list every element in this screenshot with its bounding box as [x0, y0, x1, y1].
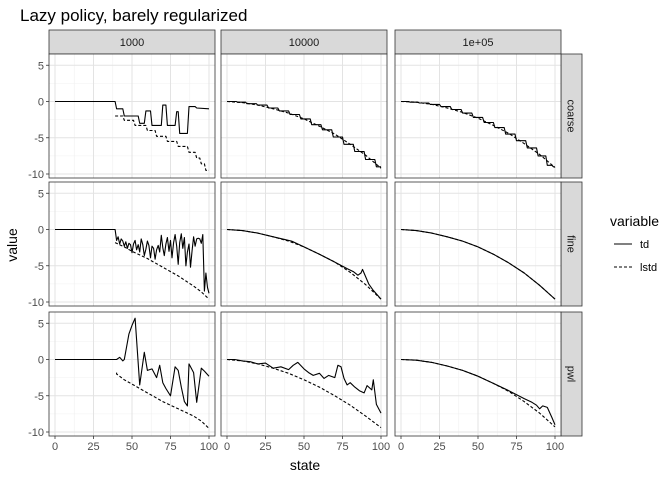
panel-coarse-1e+05	[394, 53, 562, 179]
facet-strip-col-bg	[220, 29, 388, 55]
y-tick-label: 0	[38, 355, 44, 367]
panel-border	[394, 53, 562, 179]
series-line-td	[55, 100, 210, 134]
facet-strip-col-label: 10000	[289, 37, 320, 49]
panel-fine-1000: 5 0 -5 -10	[28, 181, 216, 309]
facet-strip-col-label: 1000	[120, 37, 144, 49]
x-tick-label: 75	[510, 441, 522, 453]
chart-title: Lazy policy, barely regularized	[20, 6, 247, 25]
facet-strip-row-pwl: pwl	[560, 311, 583, 437]
y-tick-label: 5	[38, 60, 44, 72]
series-line-td	[227, 358, 382, 414]
series-line-td	[227, 100, 381, 168]
x-tick-label: 50	[472, 441, 484, 453]
y-tick-label: 0	[38, 97, 44, 109]
panel-fine-10000	[220, 181, 388, 307]
series-line-td	[400, 358, 556, 426]
x-tick-label: 0	[52, 441, 58, 453]
legend-label-td: td	[640, 239, 649, 251]
series-line-td	[226, 228, 382, 300]
y-tick-label: -10	[28, 297, 44, 309]
series-line-lstd	[226, 358, 382, 429]
x-tick-label: 0	[224, 441, 230, 453]
facet-strip-row-label: fine	[565, 235, 577, 253]
panel-border	[220, 53, 388, 179]
series-line-td	[401, 100, 555, 168]
facet-strip-col-bg	[48, 29, 216, 55]
series-line-lstd	[226, 100, 382, 169]
series-line-lstd	[115, 115, 209, 171]
y-axis-label: value	[4, 228, 20, 262]
panel-border	[48, 181, 216, 307]
y-tick-label: -5	[34, 133, 44, 145]
y-tick-label: 5	[38, 318, 44, 330]
x-tick-label: 50	[126, 441, 138, 453]
panel-grid: 1000 10000 1e+05coarsefinepwl50-5-1050-5-1…	[28, 29, 583, 453]
series-line-lstd	[116, 372, 210, 429]
x-tick-label: 25	[87, 441, 99, 453]
y-tick-label: -5	[34, 261, 44, 273]
panel-pwl-1e+05: 0 25 50 75 100	[394, 311, 564, 453]
x-tick-label: 50	[298, 441, 310, 453]
x-axis-label: state	[290, 457, 321, 473]
facet-strip-row-label: coarse	[565, 99, 577, 132]
x-tick-label: 100	[546, 441, 564, 453]
facet-strip-row-coarse: coarse	[560, 53, 583, 179]
panel-pwl-1000: 50-5-100 25 50 75 100	[28, 311, 218, 453]
y-tick-label: 5	[38, 188, 44, 200]
legend-title: variable	[610, 213, 659, 229]
facet-strip-row-fine: fine	[560, 181, 583, 307]
y-tick-label: -10	[28, 427, 44, 439]
y-tick-label: -5	[34, 391, 44, 403]
facet-strip-row-label: pwl	[565, 366, 577, 383]
legend-label-lstd: lstd	[640, 262, 657, 274]
y-tick-label: 0	[38, 225, 44, 237]
panel-border	[394, 181, 562, 307]
series-line-lstd	[226, 228, 382, 300]
x-tick-label: 100	[200, 441, 218, 453]
series-line-td	[55, 228, 210, 294]
x-tick-label: 75	[336, 441, 348, 453]
facet-strip-col-1e+05: 1e+05	[394, 29, 562, 55]
panel-pwl-10000: 0 25 50 75 100	[220, 311, 390, 453]
x-tick-label: 25	[433, 441, 445, 453]
facet-strip-col-1000: 1000	[48, 29, 216, 55]
y-tick-label: -10	[28, 169, 44, 181]
x-tick-label: 100	[372, 441, 390, 453]
series-line-lstd	[400, 358, 556, 428]
panel-border	[48, 53, 216, 179]
series-line-td	[55, 317, 210, 407]
legend: variable td lstd	[610, 213, 659, 274]
panel-coarse-10000	[220, 53, 388, 179]
x-tick-label: 25	[259, 441, 271, 453]
x-tick-label: 0	[398, 441, 404, 453]
series-line-lstd	[400, 100, 556, 168]
series-line-lstd	[400, 228, 556, 300]
panel-border	[220, 181, 388, 307]
facet-strip-col-10000: 10000	[220, 29, 388, 55]
x-tick-label: 75	[164, 441, 176, 453]
panel-coarse-1000: 5 0 -5 -10	[28, 53, 216, 181]
panel-fine-1e+05	[394, 181, 562, 307]
facet-strip-col-label: 1e+05	[463, 37, 494, 49]
facet-strip-col-bg	[394, 29, 562, 55]
